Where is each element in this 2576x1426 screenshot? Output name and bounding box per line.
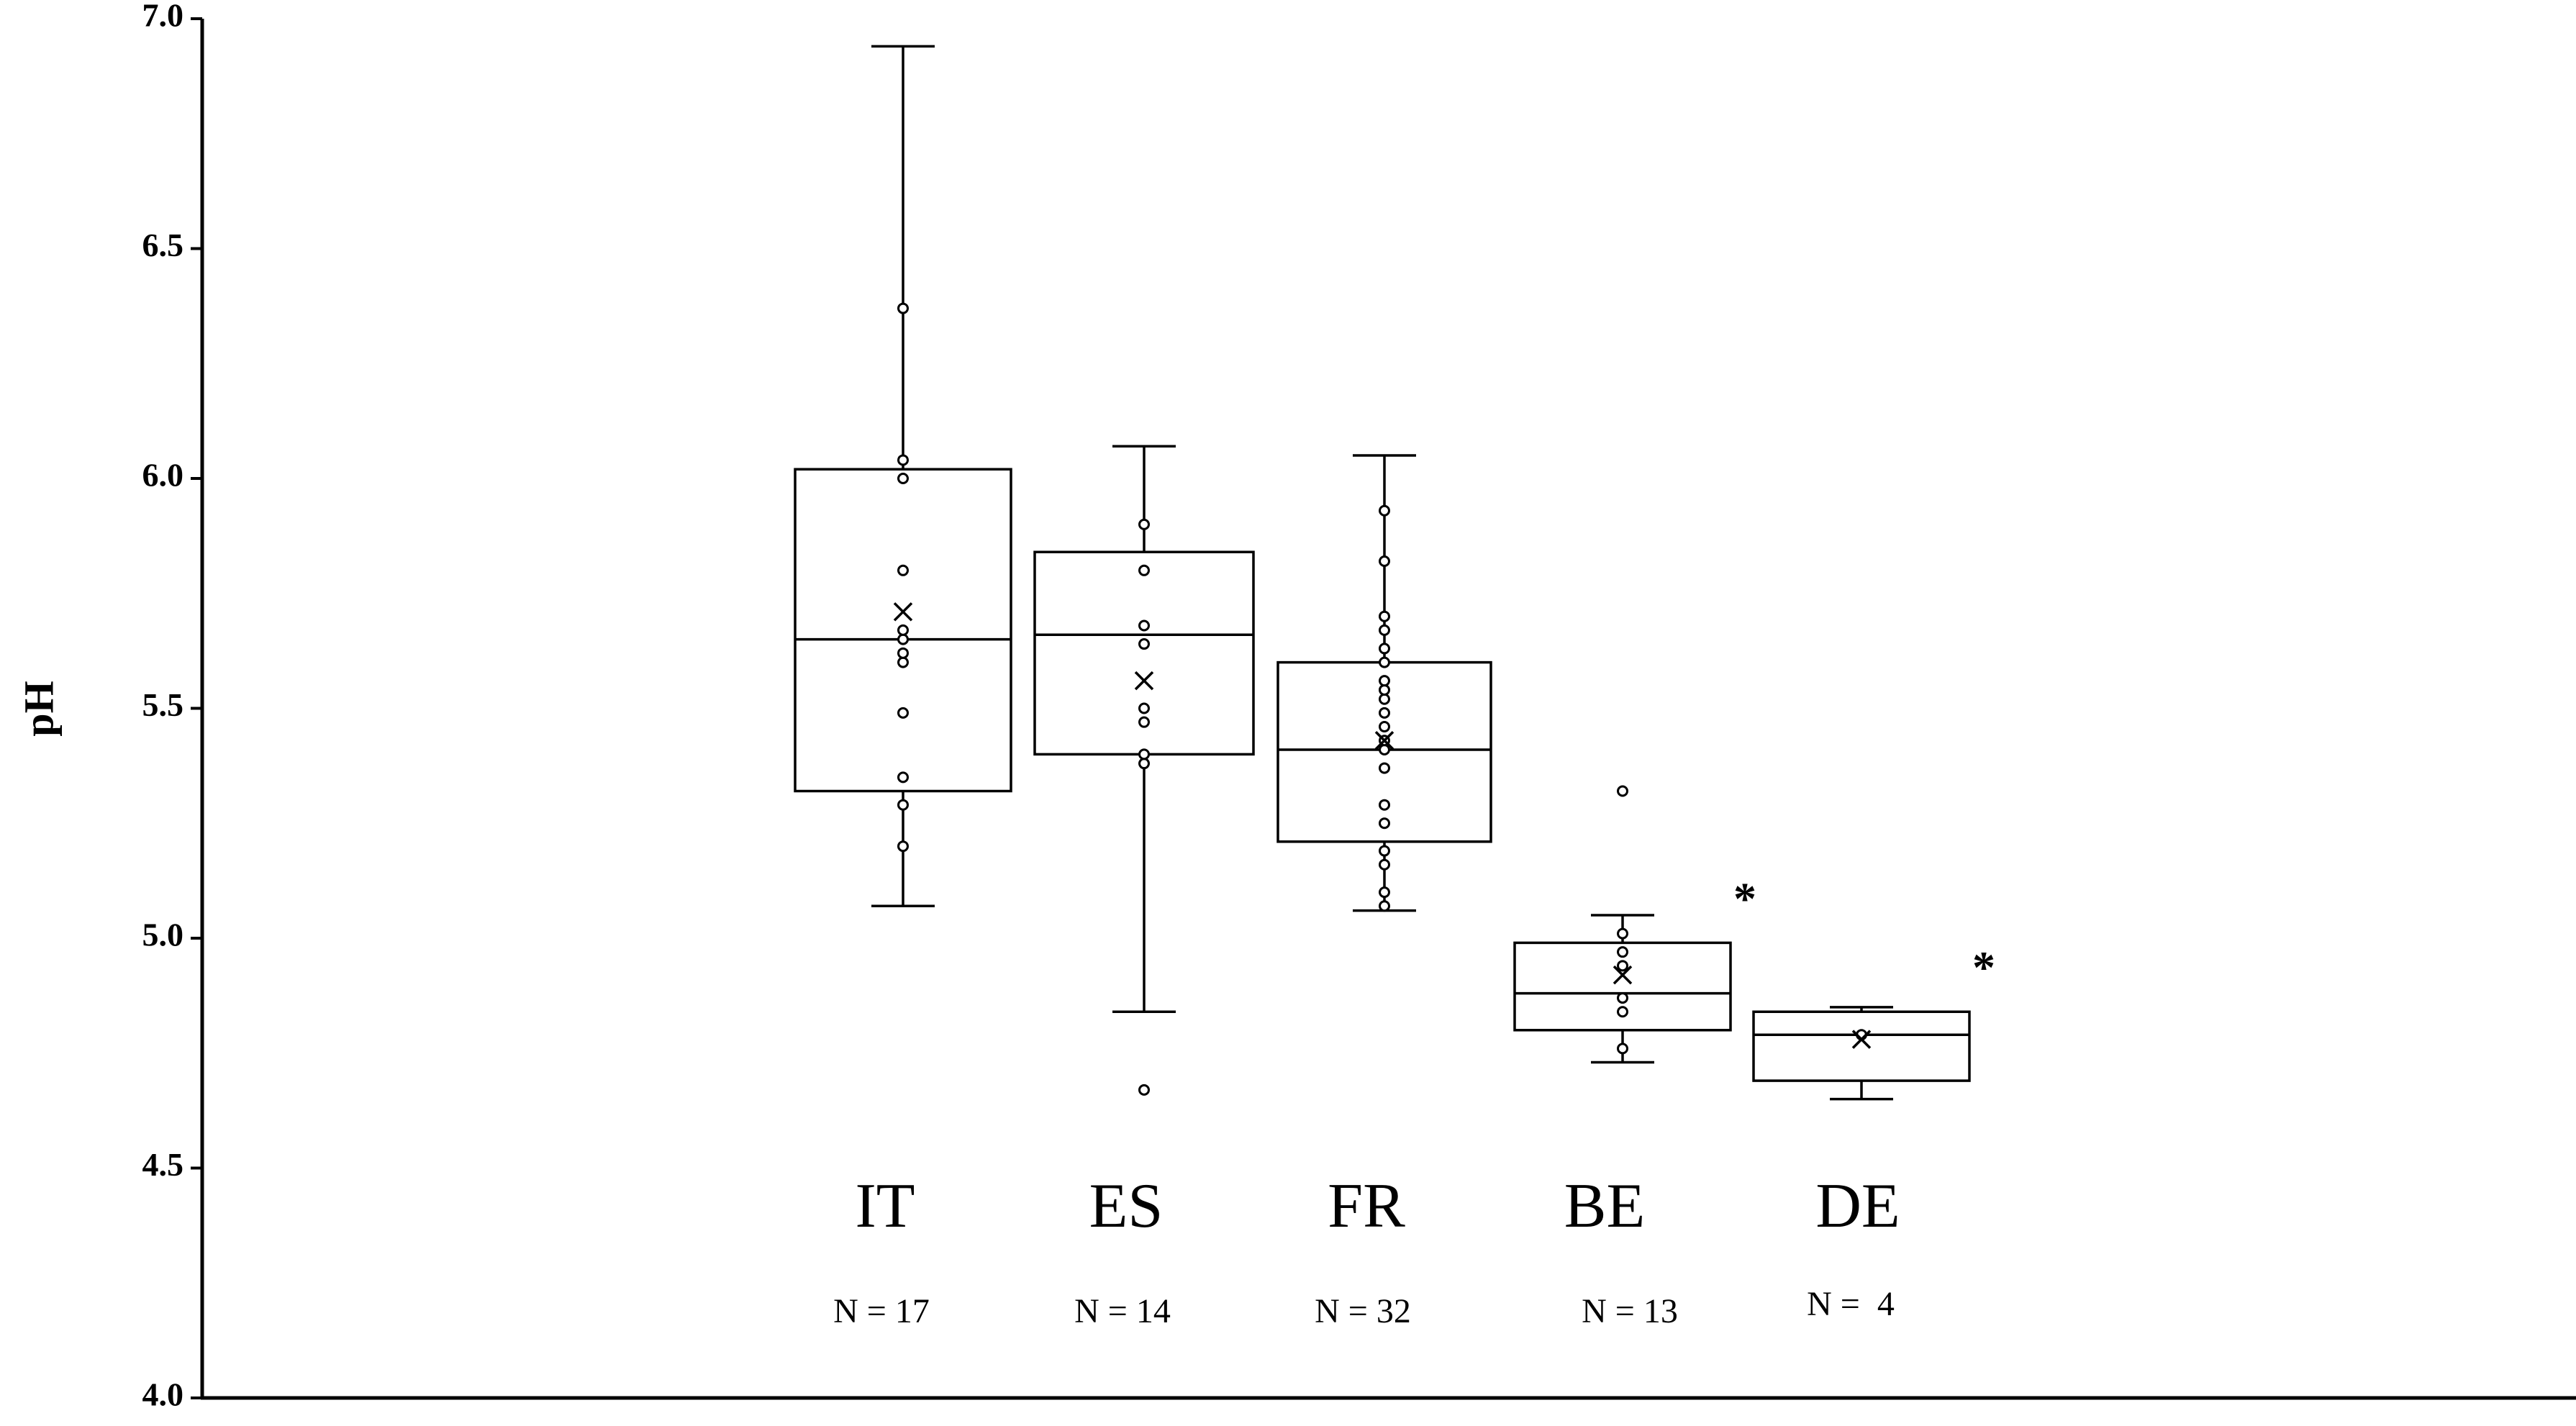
- sample-size-label: N = 4: [1807, 1285, 1895, 1323]
- data-point: [1379, 624, 1390, 636]
- data-point: [897, 799, 909, 811]
- data-point: [1138, 716, 1150, 728]
- data-point: [1379, 675, 1390, 687]
- data-point: [1379, 744, 1390, 756]
- y-axis-title: pH: [15, 681, 62, 736]
- data-point: [897, 707, 909, 719]
- box-group-es: ES N = 14: [1033, 445, 1255, 1330]
- category-label: ES: [1089, 1171, 1164, 1241]
- y-tick-label: 5.0: [142, 917, 184, 953]
- mean-marker: [1851, 1030, 1872, 1049]
- sample-size-label: N = 17: [833, 1292, 930, 1330]
- category-label: DE: [1815, 1171, 1900, 1241]
- box-group-be: * BE N = 13: [1513, 785, 1756, 1330]
- data-point: [897, 454, 909, 466]
- data-point: [897, 473, 909, 484]
- data-point: [1379, 684, 1390, 696]
- data-point: [1617, 785, 1628, 797]
- data-point: [1379, 799, 1390, 811]
- data-point: [1379, 642, 1390, 655]
- data-point: [1138, 638, 1150, 650]
- significance-star: *: [1972, 942, 1995, 993]
- mean-marker: [893, 602, 913, 622]
- iqr-box: [1752, 1010, 1971, 1082]
- data-point: [1379, 762, 1390, 774]
- data-point: [1379, 886, 1390, 899]
- significance-star: *: [1733, 873, 1756, 924]
- data-point: [1138, 748, 1150, 760]
- mean-marker: [1613, 965, 1633, 985]
- data-point: [1138, 619, 1150, 632]
- y-tick-label: 4.5: [142, 1146, 184, 1183]
- mean-marker: [1134, 671, 1154, 691]
- category-label: IT: [855, 1171, 915, 1241]
- data-point: [1379, 610, 1390, 622]
- data-point: [1138, 702, 1150, 714]
- category-label: FR: [1328, 1171, 1405, 1241]
- data-point: [1617, 927, 1628, 940]
- data-point: [1379, 845, 1390, 857]
- data-point: [1617, 1006, 1628, 1018]
- data-point: [1617, 1043, 1628, 1055]
- mean-marker: [1374, 730, 1394, 750]
- data-point: [1379, 858, 1390, 871]
- y-ticks: 4.0 4.5 5.0 5.5 6.0 6.5 7.0: [142, 0, 202, 1413]
- sample-size-label: N = 14: [1074, 1292, 1171, 1330]
- data-point: [1379, 656, 1390, 668]
- data-point: [1617, 992, 1628, 1004]
- data-point: [897, 656, 909, 668]
- data-point: [1617, 960, 1628, 972]
- sample-size-label: N = 13: [1582, 1292, 1678, 1330]
- data-point: [1138, 564, 1150, 576]
- data-point: [1379, 693, 1390, 705]
- data-point: [897, 840, 909, 853]
- data-point: [1617, 946, 1628, 958]
- data-point: [897, 624, 909, 636]
- data-point: [1379, 900, 1390, 912]
- y-tick-label: 5.5: [142, 686, 184, 723]
- data-point: [1379, 707, 1390, 719]
- y-tick-label: 7.0: [142, 0, 184, 34]
- data-point: [1138, 758, 1150, 770]
- data-point: [897, 633, 909, 645]
- data-point: [1379, 504, 1390, 517]
- sample-size-label: N = 32: [1315, 1292, 1411, 1330]
- y-tick-label: 6.0: [142, 457, 184, 494]
- data-point: [1379, 817, 1390, 830]
- data-point: [1138, 518, 1150, 530]
- data-point: [1379, 721, 1390, 733]
- boxes: IT N = 17 ES N = 14 FR N = 32 * BE N = 13 * DE N = …: [794, 45, 1995, 1330]
- data-point: [897, 564, 909, 576]
- box-group-fr: FR N = 32: [1276, 454, 1492, 1330]
- data-point: [1138, 1084, 1150, 1096]
- data-point: [897, 771, 909, 784]
- data-point: [897, 302, 909, 314]
- y-tick-label: 6.5: [142, 227, 184, 263]
- box-group-de: * DE N = 4: [1752, 942, 1995, 1323]
- data-point: [1379, 555, 1390, 568]
- box-group-it: IT N = 17: [794, 45, 1012, 1330]
- y-tick-label: 4.0: [142, 1376, 184, 1413]
- category-label: BE: [1564, 1171, 1645, 1241]
- data-point: [897, 647, 909, 659]
